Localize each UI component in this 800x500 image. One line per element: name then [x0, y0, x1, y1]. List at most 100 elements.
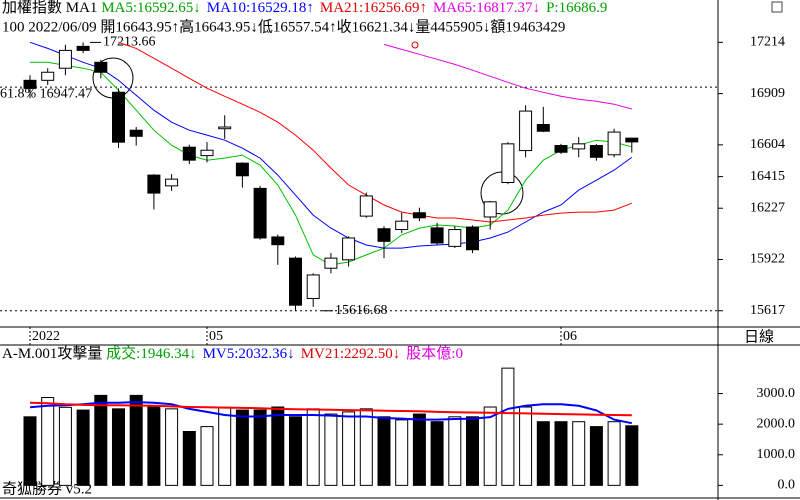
- ma-line: [118, 41, 632, 223]
- candle-body: [519, 110, 533, 152]
- y-tick-label: 17214: [750, 35, 785, 50]
- candle-body: [218, 126, 232, 130]
- legend: MA5:16592.65↓ MA10:16529.18↑ MA21:16256.69…: [101, 0, 607, 16]
- candle-body: [625, 137, 639, 143]
- volume-bar: [271, 406, 285, 486]
- candle-body: [572, 143, 586, 150]
- candle-body: [607, 131, 621, 156]
- volume-bar: [112, 408, 125, 486]
- volume-bar: [519, 406, 533, 486]
- volume-bar: [554, 421, 568, 486]
- candle-body: [359, 195, 373, 217]
- volume-bar: [412, 413, 426, 486]
- y-tick-label: 15617: [750, 303, 785, 318]
- candle-body: [448, 229, 462, 247]
- legend-entry: MV21:2292.50↓: [301, 346, 401, 362]
- volume-bar: [76, 409, 90, 486]
- y-tick-label: 1000.0: [757, 447, 796, 462]
- volume-bar: [94, 394, 108, 486]
- legend-entry: MA5:16592.65↓: [101, 0, 201, 16]
- ma-line: [383, 43, 632, 110]
- y-tick-label: 15922: [750, 252, 785, 267]
- volume-header: A-M.001攻擊量 成交:1946.34↓ MV5:2032.36↓ MV21:2…: [2, 344, 463, 362]
- volume-ma-line: [29, 401, 632, 425]
- y-tick-label: 16604: [750, 137, 785, 152]
- annotation: 61.8% 16947.47: [0, 86, 92, 101]
- p-label: P:16686.9: [546, 0, 607, 16]
- candle-body: [466, 226, 479, 251]
- header: 加權指數 MA1 MA5:16592.65↓ MA10:16529.18↑ MA21…: [2, 0, 607, 16]
- candle-body: [165, 178, 179, 187]
- volume-bar: [218, 406, 232, 486]
- volume-bar: [625, 425, 639, 486]
- legend-entry: MA65:16817.37↓: [433, 0, 540, 16]
- y-tick-label: 2000.0: [757, 416, 796, 431]
- x-tick-label: 2022: [32, 329, 60, 344]
- volume-bar: [58, 406, 72, 486]
- y-tick-label: 16227: [750, 200, 785, 215]
- candle-body: [200, 149, 214, 157]
- candle-body: [23, 79, 37, 89]
- volume-bar: [483, 406, 497, 486]
- candle-body: [483, 201, 497, 218]
- info-line: 100 2022/06/09 開16643.95↑高16643.95↓低1655…: [2, 18, 565, 35]
- period-label[interactable]: 日線: [744, 328, 774, 345]
- volume-bar: [342, 411, 356, 486]
- volume-bar: [377, 416, 391, 486]
- candle-body: [58, 49, 72, 69]
- candle-body: [395, 220, 409, 231]
- volume-bar: [589, 426, 603, 486]
- candle-body: [377, 228, 391, 242]
- extra-label: 股本億:0: [406, 345, 463, 362]
- annotation: 15616.68: [335, 303, 388, 318]
- volume-bar: [200, 426, 214, 486]
- marker: [411, 41, 419, 49]
- candle-body: [289, 257, 302, 306]
- menu-icon[interactable]: [771, 1, 783, 13]
- candle-body: [76, 45, 90, 51]
- candle-body: [430, 227, 444, 244]
- candle-body: [41, 71, 55, 81]
- volume-bar: [466, 416, 479, 486]
- volume-bar: [235, 409, 249, 486]
- volume-bar: [536, 421, 550, 486]
- legend: 成交:1946.34↓ MV5:2032.36↓ MV21:2292.50↓ 股本億:…: [106, 344, 463, 362]
- y-tick-label: 3000.0: [757, 386, 796, 401]
- volume-bar: [289, 416, 302, 486]
- candle-body: [412, 212, 426, 219]
- candle-body: [589, 145, 603, 158]
- volume-bar: [306, 408, 320, 486]
- legend-entry: 成交:1946.34↓: [106, 344, 196, 362]
- candle-body: [324, 257, 338, 269]
- candle-body: [129, 129, 143, 137]
- volume-bar: [41, 397, 55, 486]
- volume-bar: [147, 406, 161, 486]
- ma-line: [29, 41, 633, 249]
- y-tick-label: 0.0: [778, 478, 796, 493]
- volume-bar: [448, 416, 462, 486]
- volume-bar: [395, 419, 409, 486]
- volume-bar: [359, 408, 373, 486]
- x-tick-label: 05: [209, 329, 223, 344]
- subtitle: MA1: [66, 0, 98, 16]
- y-tick-label: 16415: [750, 169, 785, 184]
- candle-body: [112, 91, 125, 143]
- volume-bar: [607, 421, 621, 486]
- candle-body: [253, 187, 267, 239]
- title: 加權指數: [2, 0, 62, 16]
- y-tick-label: 16909: [750, 86, 785, 101]
- volume-bar: [253, 409, 267, 486]
- candle-body: [147, 174, 161, 194]
- candle-body: [501, 143, 515, 184]
- volume-bar: [129, 394, 143, 486]
- candle-body: [271, 236, 285, 246]
- volume-bar: [501, 367, 515, 486]
- annotation: 17213.66: [103, 35, 156, 50]
- candle-body: [235, 162, 249, 177]
- legend-entry: MV5:2032.36↓: [203, 346, 295, 362]
- volume-bar: [23, 416, 37, 486]
- candle-body: [554, 145, 568, 153]
- candle-body: [94, 61, 108, 73]
- legend-entry: MA21:16256.69↑: [320, 0, 427, 16]
